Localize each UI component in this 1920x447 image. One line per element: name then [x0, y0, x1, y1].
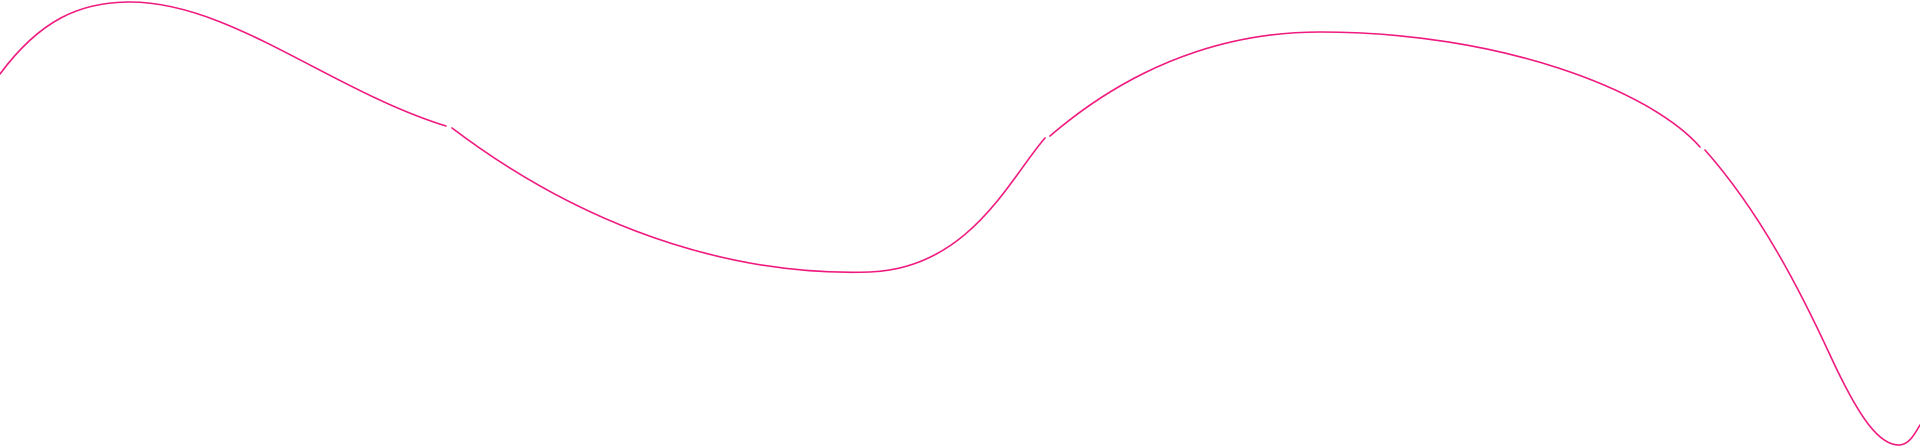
wave-segment-2 [451, 127, 1046, 274]
wave-segment-4 [1704, 149, 1920, 446]
wave-segment-3 [1049, 31, 1701, 148]
wave-segment-1 [0, 1, 447, 127]
